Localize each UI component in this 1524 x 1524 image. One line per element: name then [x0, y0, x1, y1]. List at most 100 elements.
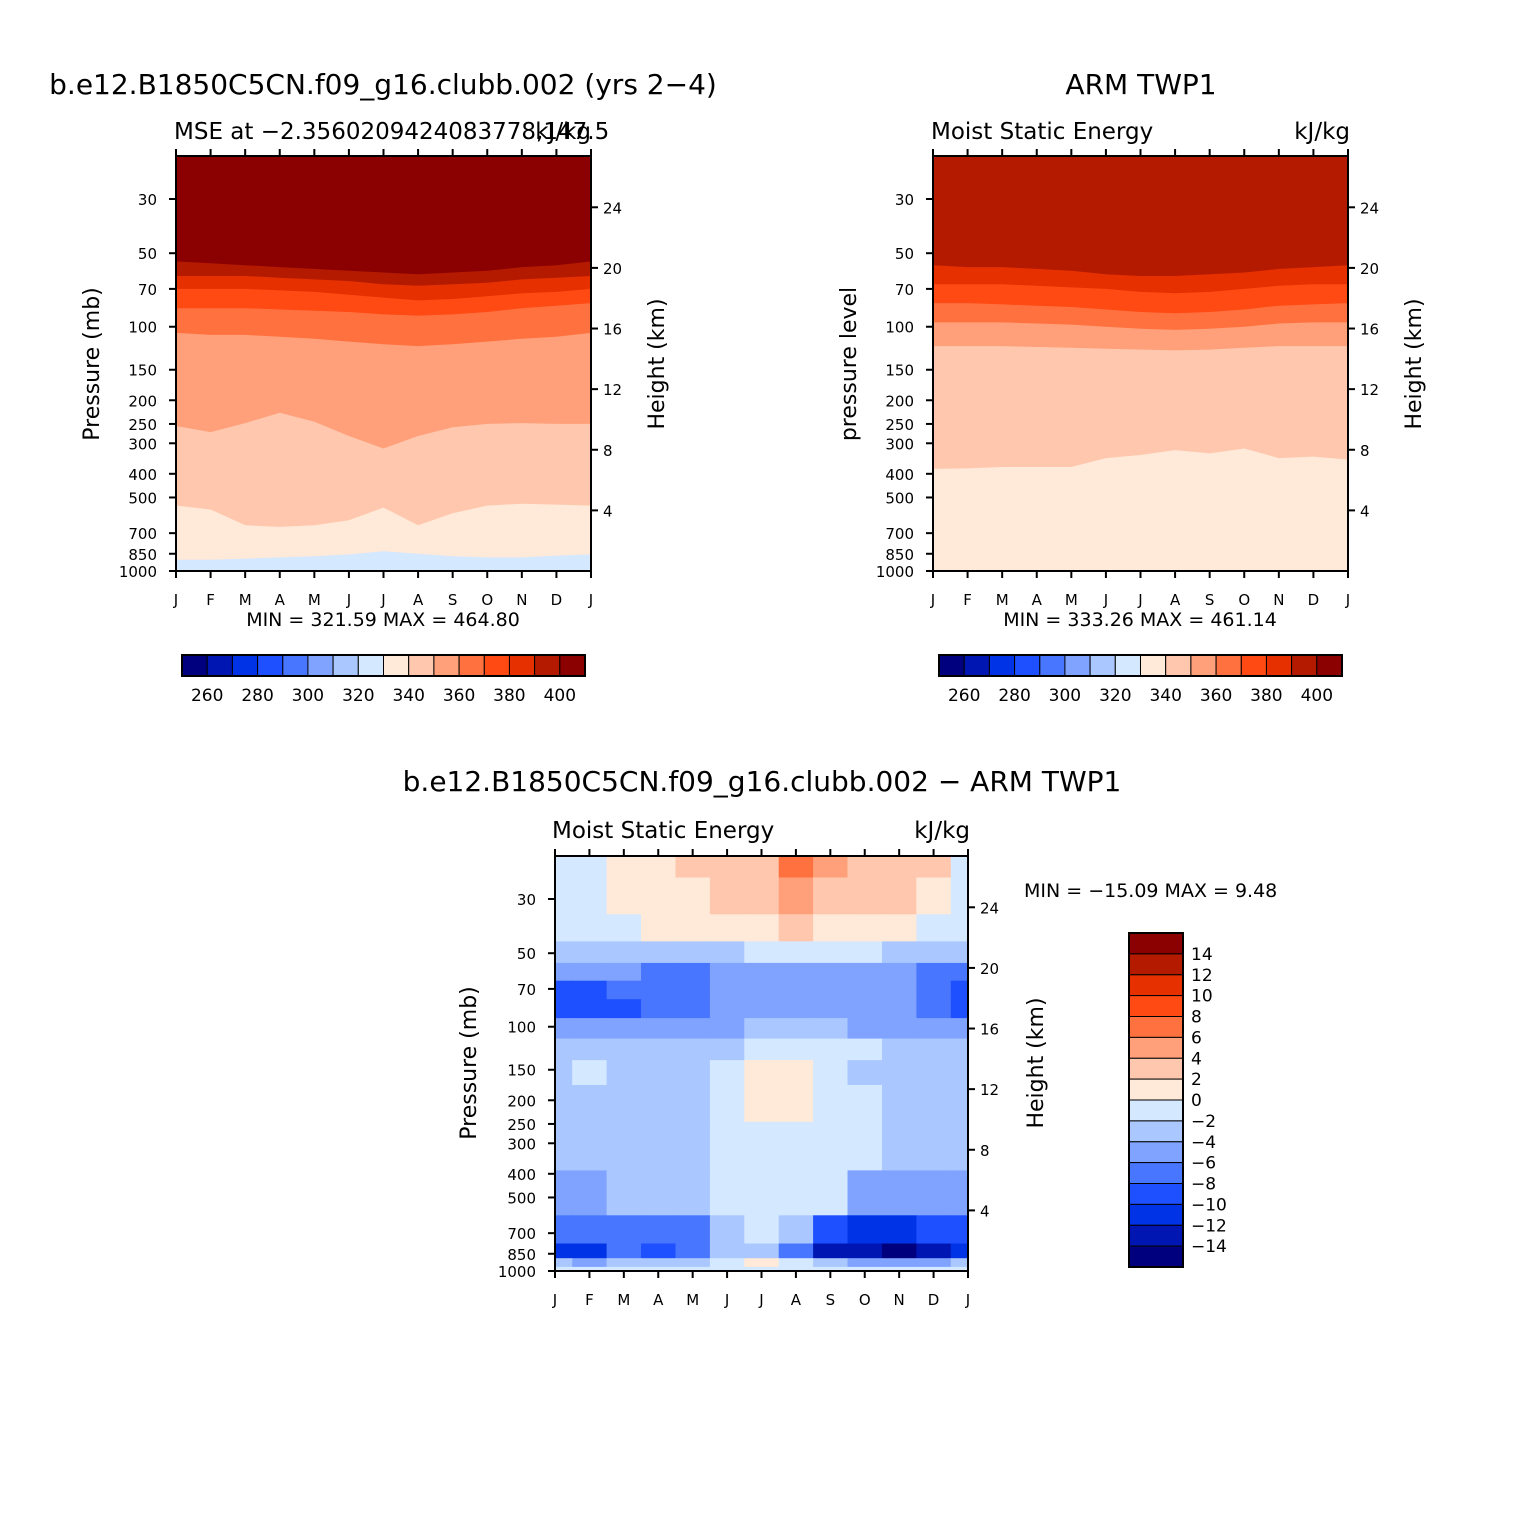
contour-cell — [675, 1121, 711, 1171]
colorbar-label: −2 — [1191, 1112, 1216, 1132]
contour-cell — [813, 980, 849, 1000]
contour-cell — [641, 1018, 676, 1040]
contour-cell — [882, 962, 917, 982]
contour-cell — [675, 1018, 711, 1040]
contour-cell — [847, 962, 883, 982]
contour-cell — [572, 1038, 608, 1061]
colorbar-box — [1128, 932, 1184, 955]
x-tick-label: J — [1137, 591, 1142, 609]
contour-cell — [813, 1215, 849, 1244]
contour-cell — [813, 1060, 849, 1086]
colorbar-box — [1128, 1141, 1184, 1164]
contour-cell — [641, 1085, 676, 1123]
contour-cell — [916, 1258, 952, 1268]
colorbar-label: 360 — [443, 686, 475, 706]
contour-cell — [847, 980, 883, 1000]
contour-cell — [950, 1085, 968, 1123]
contour-cell — [641, 856, 676, 879]
panel1-colorbar: 260 280 300 320 340 360 380 400 — [181, 654, 586, 706]
contour-cell — [744, 980, 780, 1000]
contour-cell — [555, 1266, 573, 1271]
contour-cell — [641, 1215, 676, 1244]
contour-cell — [606, 1121, 642, 1171]
contour-cell — [882, 941, 917, 964]
colorbar-box — [408, 654, 435, 677]
contour-cell — [778, 1121, 814, 1171]
contour-cell — [778, 856, 814, 879]
colorbar-box — [1128, 1016, 1184, 1038]
colorbar-box — [357, 654, 384, 677]
contour-cell — [950, 980, 968, 1000]
height-tick-label: 24 — [1360, 199, 1379, 217]
contour-cell — [847, 941, 883, 964]
panel3-ylabel-right: Height (km) — [1024, 997, 1049, 1128]
colorbar-box — [1128, 1203, 1184, 1226]
contour-cell — [572, 1243, 608, 1259]
contour-cell — [606, 1060, 642, 1086]
y-tick-label: 1000 — [119, 563, 157, 581]
x-tick-label: J — [588, 591, 593, 609]
colorbar-box — [534, 654, 561, 677]
colorbar-box — [1316, 654, 1343, 677]
contour-cell — [709, 914, 745, 942]
contour-cell — [555, 941, 573, 964]
x-tick-label: J — [1103, 591, 1108, 609]
contour-cell — [709, 1018, 745, 1040]
colorbar-box — [1128, 1057, 1184, 1080]
colorbar-label: 300 — [1049, 686, 1081, 706]
y-tick-label: 400 — [507, 1166, 536, 1184]
contour-cell — [606, 962, 642, 982]
colorbar-box — [458, 654, 485, 677]
contour-cell — [641, 1258, 676, 1268]
contour-cell — [606, 941, 642, 964]
contour-cell — [555, 1018, 573, 1040]
contour-cell — [555, 1215, 573, 1244]
contour-cell — [555, 980, 573, 1000]
y-tick-label: 200 — [885, 392, 914, 410]
contour-cell — [847, 1215, 883, 1244]
contour-cell — [641, 1243, 676, 1259]
panel2-stats: MIN = 333.26 MAX = 461.14 — [1003, 609, 1277, 631]
x-tick-label: D — [551, 591, 563, 609]
colorbar-box — [1064, 654, 1091, 677]
contour-cell — [744, 1060, 780, 1086]
panel2-colorbar: 260 280 300 320 340 360 380 400 — [938, 654, 1343, 706]
contour-cell — [882, 1258, 917, 1268]
contour-cell — [709, 1121, 745, 1171]
contour-cell — [882, 1038, 917, 1061]
colorbar-box — [1128, 1120, 1184, 1143]
contour-cell — [641, 1060, 676, 1086]
height-tick-label: 12 — [1360, 381, 1379, 399]
contour-cell — [572, 877, 608, 915]
y-tick-label: 70 — [138, 281, 157, 299]
contour-cell — [813, 1085, 849, 1123]
contour-cell — [606, 1258, 642, 1268]
colorbar-box — [1291, 654, 1318, 677]
y-tick-label: 150 — [128, 362, 157, 380]
x-tick-label: S — [1205, 591, 1215, 609]
height-tick-label: 12 — [980, 1081, 999, 1099]
contour-cell — [813, 941, 849, 964]
height-tick-label: 4 — [603, 502, 613, 520]
colorbar-box — [257, 654, 284, 677]
contour-cell — [950, 1266, 968, 1271]
contour-cell — [778, 1258, 814, 1268]
contour-cell — [847, 999, 883, 1019]
x-tick-label: J — [965, 1291, 970, 1309]
contour-cell — [675, 877, 711, 915]
contour-cell — [813, 1258, 849, 1268]
x-tick-label: M — [239, 591, 252, 609]
contour-cell — [916, 1170, 952, 1216]
contour-cell — [555, 962, 573, 982]
contour-cell — [709, 1060, 745, 1086]
contour-cell — [950, 877, 968, 915]
contour-cell — [606, 999, 642, 1019]
contour-cell — [709, 1266, 745, 1271]
y-tick-label: 850 — [885, 546, 914, 564]
contour-cell — [675, 1170, 711, 1216]
height-tick-label: 4 — [1360, 502, 1370, 520]
contour-cell — [847, 1060, 883, 1086]
contour-cell — [778, 962, 814, 982]
